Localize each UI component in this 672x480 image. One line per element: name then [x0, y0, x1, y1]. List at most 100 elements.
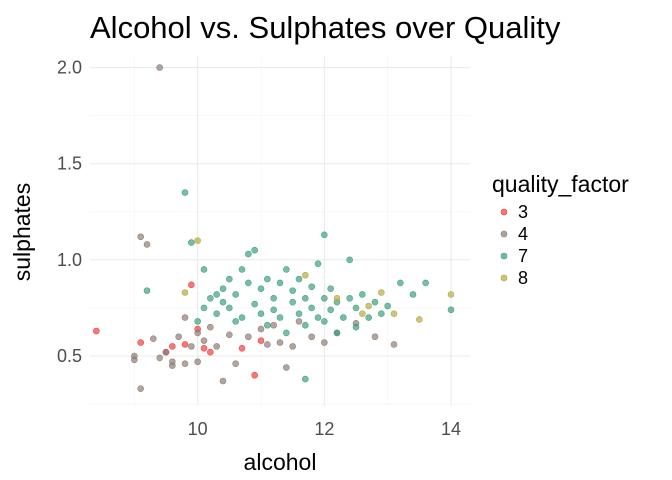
data-point-quality-7: [245, 250, 252, 258]
data-point-quality-7: [365, 314, 372, 321]
y-tick-label: 0.5: [57, 346, 82, 366]
data-point-quality-7: [245, 279, 252, 287]
data-point-quality-4: [321, 339, 328, 346]
data-point-quality-4: [257, 325, 265, 333]
data-point-quality-4: [175, 333, 182, 341]
legend-key-4: [500, 230, 508, 238]
axis-ticks: 10 12 14 0.5 1.0 1.5 2.0: [57, 58, 461, 439]
legend-title: quality_factor: [492, 171, 629, 197]
data-point-quality-3: [181, 341, 189, 348]
data-point-quality-3: [169, 343, 176, 350]
data-point-quality-3: [93, 327, 100, 335]
data-point-quality-7: [346, 256, 353, 264]
data-point-quality-4: [188, 343, 195, 350]
legend-key-3: [500, 208, 508, 216]
chart-title: Alcohol vs. Sulphates over Quality: [90, 10, 561, 45]
data-point-quality-4: [308, 333, 315, 341]
data-point-quality-7: [397, 279, 404, 287]
data-point-quality-4: [207, 323, 214, 331]
data-point-quality-7: [371, 298, 379, 306]
data-point-quality-7: [302, 295, 309, 302]
data-point-quality-7: [270, 295, 277, 302]
data-point-quality-7: [232, 318, 239, 325]
data-point-quality-4: [143, 241, 151, 248]
data-point-quality-7: [264, 321, 271, 329]
data-point-quality-3: [207, 348, 214, 356]
data-point-quality-7: [257, 285, 265, 292]
data-point-quality-7: [352, 304, 360, 312]
data-point-quality-3: [257, 337, 265, 344]
data-point-quality-7: [359, 291, 366, 298]
data-point-quality-4: [181, 314, 189, 321]
data-point-quality-4: [213, 343, 220, 350]
y-tick-label: 1.0: [57, 250, 82, 270]
data-point-quality-4: [226, 331, 233, 339]
legend-label-8: 8: [518, 268, 528, 288]
data-point-quality-7: [226, 275, 233, 283]
data-point-quality-4: [194, 329, 201, 337]
data-point-quality-4: [276, 339, 284, 346]
data-point-quality-7: [327, 306, 334, 314]
data-point-quality-7: [314, 260, 322, 267]
data-point-quality-4: [137, 233, 144, 241]
data-point-quality-7: [308, 304, 315, 312]
data-point-quality-3: [200, 345, 208, 352]
data-point-quality-8: [365, 302, 372, 310]
data-point-quality-7: [251, 300, 258, 308]
data-point-quality-4: [270, 321, 277, 329]
data-point-quality-7: [346, 295, 353, 302]
data-point-quality-4: [169, 362, 176, 369]
data-point-quality-7: [143, 287, 151, 294]
data-point-quality-7: [251, 246, 258, 254]
data-point-quality-7: [447, 306, 455, 314]
data-point-quality-8: [333, 295, 341, 302]
data-point-quality-7: [422, 279, 429, 287]
x-tick-label: 12: [314, 419, 334, 439]
data-point-quality-7: [340, 314, 347, 321]
data-point-quality-7: [327, 285, 334, 292]
data-point-quality-7: [302, 375, 309, 383]
data-point-quality-4: [194, 358, 201, 366]
data-point-quality-7: [232, 291, 239, 298]
data-point-quality-7: [289, 298, 296, 306]
data-point-quality-7: [213, 310, 220, 317]
data-point-quality-8: [181, 289, 189, 296]
data-point-quality-4: [283, 364, 290, 371]
data-point-quality-4: [232, 360, 239, 367]
data-point-quality-3: [188, 281, 195, 289]
data-point-quality-7: [384, 302, 391, 310]
data-point-quality-7: [200, 304, 208, 312]
data-point-quality-4: [371, 333, 379, 341]
data-point-quality-7: [219, 285, 227, 292]
data-point-quality-7: [378, 310, 385, 317]
data-point-quality-4: [150, 335, 157, 342]
data-point-quality-7: [181, 189, 189, 196]
data-point-quality-3: [238, 345, 246, 352]
data-point-quality-7: [409, 291, 417, 298]
legend-key-7: [500, 252, 508, 260]
data-point-quality-4: [289, 343, 296, 350]
data-point-quality-7: [257, 310, 265, 317]
data-point-quality-3: [251, 371, 258, 379]
data-point-quality-8: [378, 289, 385, 296]
data-point-quality-7: [321, 318, 328, 325]
data-point-quality-4: [295, 318, 303, 325]
data-point-quality-7: [283, 329, 290, 337]
data-point-quality-8: [416, 316, 423, 323]
data-point-quality-7: [352, 323, 360, 331]
data-point-quality-7: [283, 266, 290, 273]
data-point-quality-7: [188, 239, 195, 246]
data-point-quality-4: [137, 385, 144, 392]
y-axis-title: sulphates: [9, 183, 35, 281]
data-point-quality-3: [137, 339, 144, 346]
data-point-quality-8: [390, 310, 398, 317]
y-tick-label: 1.5: [57, 154, 82, 174]
data-point-quality-4: [219, 377, 227, 385]
data-point-quality-7: [295, 310, 303, 317]
legend-label-4: 4: [518, 224, 528, 244]
data-point-quality-7: [314, 314, 322, 321]
data-point-quality-4: [264, 341, 271, 348]
data-point-quality-7: [276, 279, 284, 287]
